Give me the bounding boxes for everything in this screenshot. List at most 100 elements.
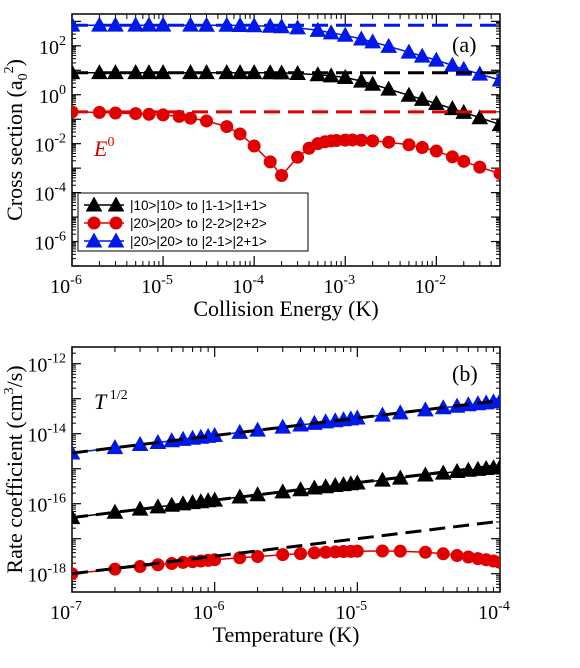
x-tick-label: 10-2: [414, 273, 446, 298]
data-point: [375, 544, 389, 558]
y-tick-label: 10-16: [27, 492, 66, 517]
legend-marker: [85, 232, 103, 248]
data-point: [307, 546, 321, 560]
data-point: [491, 458, 500, 474]
data-point: [364, 33, 382, 49]
data-point: [336, 26, 354, 42]
data-point: [436, 547, 450, 561]
x-tick-label: 10-5: [141, 273, 173, 298]
annotation-e0: E0: [93, 135, 114, 161]
data-point: [322, 67, 340, 83]
data-point: [418, 545, 432, 559]
data-point: [445, 150, 459, 164]
data-point: [289, 19, 306, 35]
y-tick-label: 10-2: [34, 132, 66, 157]
data-point: [156, 108, 170, 122]
data-point: [450, 549, 464, 563]
data-point: [263, 155, 277, 169]
data-point: [184, 111, 198, 125]
data-point: [380, 80, 398, 96]
data-point: [233, 127, 247, 141]
data-point: [276, 548, 290, 562]
panel-label: (a): [452, 32, 476, 57]
data-point: [247, 139, 261, 153]
y-tick-label: 10-14: [27, 422, 66, 447]
data-point: [336, 68, 354, 84]
x-tick-label: 10-5: [335, 599, 367, 624]
data-point: [309, 21, 327, 37]
data-point: [493, 167, 500, 181]
data-point: [291, 150, 305, 164]
data-point: [457, 154, 471, 168]
data-point: [275, 169, 289, 183]
y-axis: 10-18 10-16 10-14 10-12: [27, 346, 500, 593]
y-tick-label: 10-12: [27, 352, 66, 377]
data-point: [402, 138, 416, 152]
panel-a: 10-6 10-5 10-4 10-3 10-2 10-6 10-4 10-2 100 102 Co…: [2, 13, 501, 321]
y-tick-label: 102: [39, 34, 66, 59]
y-tick-label: 10-18: [27, 562, 66, 587]
data-point: [251, 550, 265, 564]
x-axis-title: Temperature (K): [213, 622, 360, 647]
data-point: [415, 140, 429, 154]
legend-marker: [107, 232, 125, 248]
data-point: [382, 135, 396, 149]
legend-marker: [109, 216, 123, 230]
legend-label: |20>|20> to |2-2>|2+2>: [130, 216, 267, 231]
legend-marker: [87, 216, 101, 230]
x-tick-label: 10-6: [50, 273, 82, 298]
legend: |10>|10> to |1-1>|1+1> |20>|20> to |2-2>|…: [77, 192, 309, 252]
panel-b: 10-7 10-6 10-5 10-4 10-18 10-16 10-14 10-12 Temp…: [2, 346, 510, 647]
panel-label: (b): [452, 361, 478, 386]
data-point: [142, 107, 156, 121]
data-point: [471, 109, 489, 125]
data-point: [352, 72, 370, 88]
data-point: [129, 107, 143, 121]
y-axis-title: Cross section (a02): [2, 59, 31, 221]
data-point: [354, 133, 368, 147]
x-tick-label: 10-6: [193, 599, 225, 624]
y-axis-title: Rate coefficient (cm3/s): [2, 365, 27, 573]
x-axis: 10-7 10-6 10-5 10-4: [50, 347, 510, 624]
legend-marker: [107, 196, 125, 212]
data-point: [133, 560, 147, 574]
data-point: [364, 75, 382, 91]
x-tick-label: 10-4: [232, 273, 264, 298]
data-point: [165, 557, 179, 571]
data-point: [417, 401, 434, 417]
data-point: [400, 43, 418, 59]
data-point: [350, 544, 364, 558]
y-tick-label: 100: [39, 83, 66, 108]
data-point: [444, 56, 461, 72]
x-tick-label: 10-4: [478, 599, 510, 624]
x-tick-label: 10-3: [323, 273, 355, 298]
x-tick-label: 10-7: [50, 599, 82, 624]
y-tick-label: 10-4: [34, 181, 66, 206]
x-axis: 10-6 10-5 10-4 10-3 10-2: [50, 14, 501, 298]
data-point: [427, 51, 445, 67]
data-point: [322, 24, 340, 40]
data-point: [220, 120, 234, 134]
data-point: [200, 114, 214, 128]
data-point: [491, 392, 500, 408]
data-point: [413, 47, 431, 63]
data-point: [294, 547, 308, 561]
legend-label: |10>|10> to |1-1>|1+1>: [130, 198, 267, 213]
data-point: [366, 134, 380, 148]
data-point: [491, 71, 500, 87]
data-point: [429, 144, 443, 158]
data-point: [493, 555, 500, 569]
series-group: [72, 392, 500, 581]
data-point: [491, 116, 500, 132]
y-tick-label: 10-6: [34, 230, 66, 255]
data-point: [352, 30, 370, 46]
data-point: [413, 90, 431, 106]
plot-frame: [71, 13, 501, 267]
series-group: [72, 16, 500, 183]
data-point: [380, 37, 398, 53]
annotation-t12: T 1/2: [94, 388, 128, 414]
legend-marker: [85, 196, 103, 212]
series-line: [72, 111, 500, 177]
legend-label: |20>|20> to |2-1>|2+1>: [130, 234, 267, 249]
